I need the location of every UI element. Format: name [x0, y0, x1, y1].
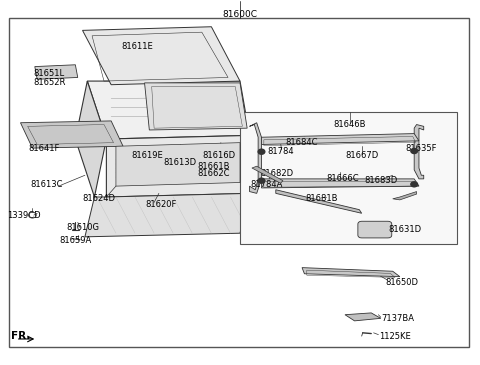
Text: 81784A: 81784A [250, 180, 282, 189]
Polygon shape [393, 192, 417, 200]
Text: 81641F: 81641F [29, 143, 60, 153]
Bar [240, 112, 457, 244]
Text: 81613D: 81613D [164, 158, 197, 167]
Circle shape [258, 178, 265, 183]
FancyBboxPatch shape [358, 221, 392, 238]
Polygon shape [252, 166, 283, 183]
Text: 81682D: 81682D [261, 169, 294, 178]
Text: 81600C: 81600C [223, 9, 257, 19]
Polygon shape [75, 81, 107, 197]
Text: 81652R: 81652R [33, 78, 65, 87]
Text: 81616D: 81616D [202, 151, 235, 160]
Polygon shape [21, 121, 123, 148]
Text: 81784: 81784 [267, 147, 294, 156]
Circle shape [411, 182, 418, 187]
Polygon shape [35, 65, 78, 79]
Text: FR.: FR. [11, 331, 30, 341]
Text: 81666C: 81666C [326, 174, 359, 183]
Text: 81683D: 81683D [364, 176, 397, 185]
Polygon shape [345, 313, 381, 321]
Text: 81646B: 81646B [334, 120, 366, 129]
Text: 81624D: 81624D [83, 194, 116, 203]
Polygon shape [83, 27, 240, 85]
Text: 81662C: 81662C [197, 169, 230, 178]
Circle shape [411, 149, 418, 154]
Text: 81684C: 81684C [286, 138, 318, 147]
Polygon shape [262, 179, 419, 188]
Text: 81651L: 81651L [34, 69, 65, 78]
Polygon shape [250, 123, 262, 193]
Polygon shape [276, 190, 362, 213]
Polygon shape [302, 268, 400, 277]
Text: 81619E: 81619E [131, 151, 163, 160]
Text: 81659A: 81659A [59, 236, 92, 245]
Text: 81631D: 81631D [388, 225, 421, 234]
Text: 81667D: 81667D [345, 151, 378, 160]
Text: 81681B: 81681B [305, 194, 337, 203]
Polygon shape [107, 135, 250, 197]
Text: 81650D: 81650D [386, 278, 419, 287]
Text: 81661B: 81661B [197, 162, 230, 171]
Polygon shape [144, 83, 247, 130]
Text: 1125KE: 1125KE [379, 332, 411, 341]
Text: 1339CD: 1339CD [8, 211, 41, 220]
Text: 81620F: 81620F [145, 200, 177, 209]
Polygon shape [87, 81, 250, 139]
Circle shape [258, 149, 265, 154]
Polygon shape [85, 193, 250, 237]
Text: 81613C: 81613C [30, 180, 63, 189]
Text: 81635F: 81635F [406, 143, 437, 153]
Text: 81610G: 81610G [66, 223, 99, 232]
Polygon shape [262, 134, 419, 145]
Polygon shape [414, 124, 424, 179]
Text: 7137BA: 7137BA [381, 314, 414, 323]
Text: 81611E: 81611E [121, 42, 153, 51]
Polygon shape [116, 143, 240, 186]
